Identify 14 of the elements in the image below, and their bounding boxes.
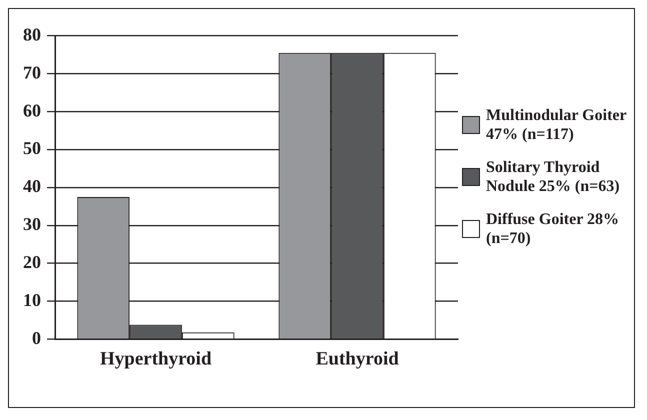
y-tick-label: 40 — [23, 176, 41, 196]
text: Diffuse Goiter 28% (n=70) — [486, 210, 620, 248]
y-tick-label: 70 — [23, 62, 41, 82]
y-tick-label: 30 — [23, 214, 41, 234]
y-tick-label: 50 — [23, 138, 41, 158]
x-tick-label: Hyperthyroid — [100, 348, 212, 370]
y-tick-label: 10 — [23, 290, 41, 310]
y-tick-label: 60 — [23, 100, 41, 120]
legend-label: Multinodular Goiter 47% (n=117) — [486, 106, 628, 144]
x-tick-label: Euthyroid — [316, 348, 400, 370]
legend-label: Solitary Thyroid Nodule 25% (n=63) — [486, 158, 621, 196]
y-tick-label: 0 — [32, 328, 41, 348]
y-tick-label: 80 — [23, 24, 41, 44]
y-tick-label: 20 — [23, 252, 41, 272]
